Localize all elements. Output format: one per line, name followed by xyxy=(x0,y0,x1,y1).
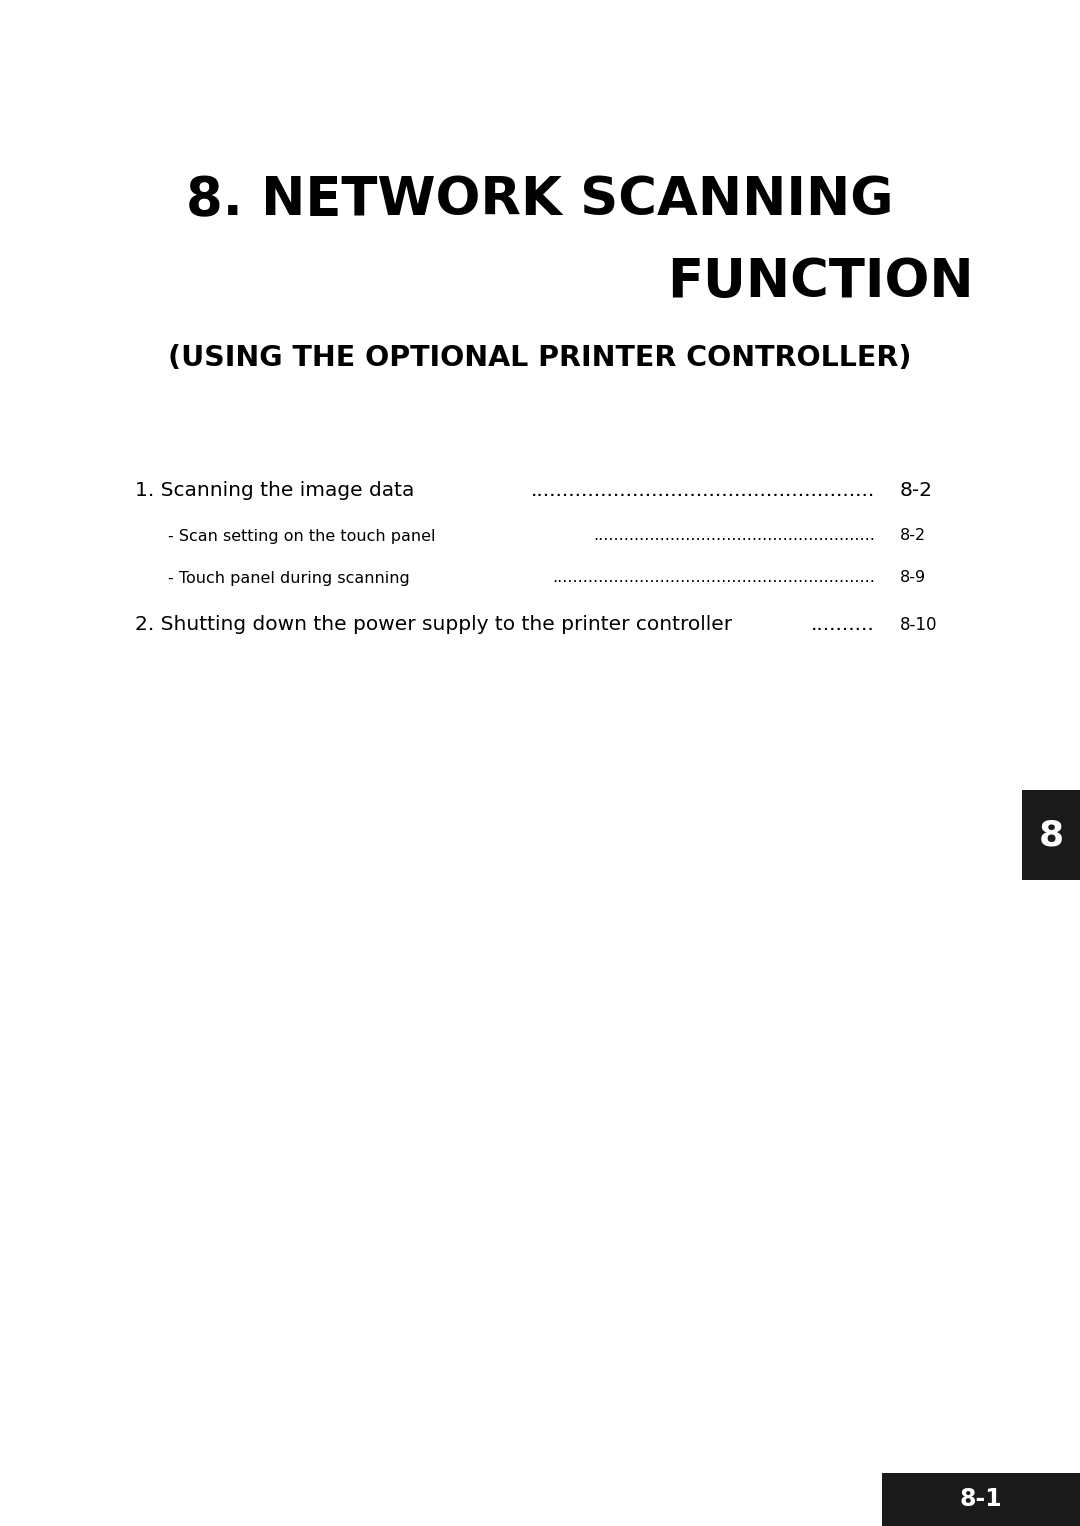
Text: 8-1: 8-1 xyxy=(960,1488,1002,1511)
Text: (USING THE OPTIONAL PRINTER CONTROLLER): (USING THE OPTIONAL PRINTER CONTROLLER) xyxy=(168,343,912,372)
Text: 1. Scanning the image data: 1. Scanning the image data xyxy=(135,481,421,499)
Text: FUNCTION: FUNCTION xyxy=(666,256,973,308)
Text: .......................................................: ........................................… xyxy=(593,528,875,543)
Bar xyxy=(882,1473,1080,1526)
Text: ...............................................................: ........................................… xyxy=(552,571,875,586)
Text: 2. Shutting down the power supply to the printer controller: 2. Shutting down the power supply to the… xyxy=(135,615,732,635)
Text: - Touch panel during scanning: - Touch panel during scanning xyxy=(168,571,415,586)
Text: 8-10: 8-10 xyxy=(900,617,937,633)
Text: 8-2: 8-2 xyxy=(900,481,933,499)
Text: 8-2: 8-2 xyxy=(900,528,927,543)
Text: - Scan setting on the touch panel: - Scan setting on the touch panel xyxy=(168,528,441,543)
Bar xyxy=(1022,790,1080,881)
Text: 8. NETWORK SCANNING: 8. NETWORK SCANNING xyxy=(186,174,894,226)
Text: 8-9: 8-9 xyxy=(900,571,927,586)
Text: 8: 8 xyxy=(1039,818,1064,852)
Text: ......................................................: ........................................… xyxy=(530,481,875,499)
Text: ..........: .......... xyxy=(811,615,875,635)
